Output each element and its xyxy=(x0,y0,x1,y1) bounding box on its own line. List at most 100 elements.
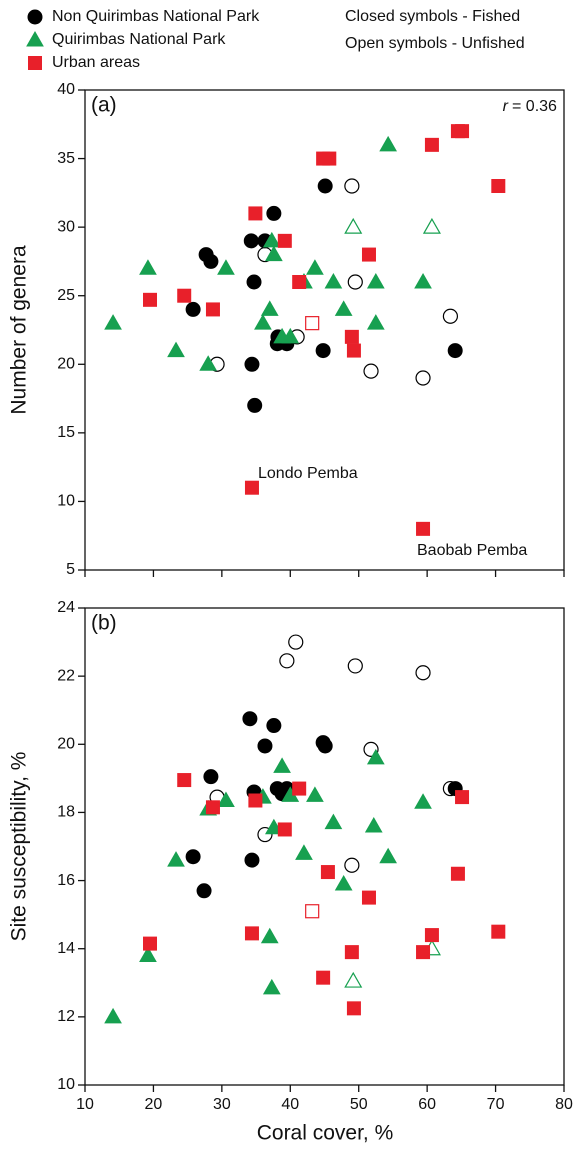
data-point xyxy=(347,274,363,290)
data-point xyxy=(344,329,359,344)
data-point xyxy=(277,822,292,837)
data-point xyxy=(491,179,506,193)
x-tick-label: 40 xyxy=(281,1096,299,1113)
x-axis-label: Coral cover, % xyxy=(257,1122,394,1145)
y-axis-label: Number of genera xyxy=(8,245,31,415)
data-point xyxy=(322,151,337,166)
data-point xyxy=(344,945,359,960)
y-axis-label: Site susceptibility, % xyxy=(8,752,31,942)
data-point xyxy=(257,738,273,754)
data-point xyxy=(455,124,470,139)
x-tick-label: 30 xyxy=(213,1096,231,1113)
data-point xyxy=(442,308,459,324)
data-point xyxy=(306,259,324,275)
data-point xyxy=(139,946,157,963)
y-tick-label: 18 xyxy=(57,804,75,821)
data-point xyxy=(361,247,376,262)
data-point xyxy=(346,343,361,358)
data-point xyxy=(217,791,235,808)
y-tick-label: 30 xyxy=(57,218,75,235)
data-point xyxy=(320,865,335,880)
data-point xyxy=(424,928,439,943)
data-point xyxy=(217,259,235,275)
data-point xyxy=(346,1001,361,1016)
data-point xyxy=(203,769,219,785)
data-point xyxy=(344,217,363,234)
legend-label: Urban areas xyxy=(52,54,140,71)
data-point xyxy=(266,718,282,734)
data-point xyxy=(185,849,201,865)
y-tick-label: 20 xyxy=(57,736,75,753)
x-tick-label: 50 xyxy=(350,1096,368,1113)
legend-label: Quirimbas National Park xyxy=(52,31,226,48)
y-tick-label: 14 xyxy=(57,940,75,957)
data-point xyxy=(447,343,463,359)
y-tick-label: 15 xyxy=(57,424,75,441)
data-point xyxy=(177,773,192,788)
data-point xyxy=(316,970,331,985)
y-tick-label: 20 xyxy=(57,356,75,373)
data-point xyxy=(260,300,279,316)
data-point xyxy=(260,927,279,944)
data-point xyxy=(455,790,470,805)
data-point xyxy=(366,314,385,330)
data-point xyxy=(246,274,262,290)
data-point xyxy=(363,363,379,379)
data-point xyxy=(422,217,441,234)
y-tick-label: 25 xyxy=(57,287,75,304)
y-tick-label: 35 xyxy=(57,150,75,167)
data-point xyxy=(315,343,331,359)
data-point xyxy=(305,316,320,331)
data-point xyxy=(344,971,363,988)
data-point xyxy=(292,781,307,796)
data-point xyxy=(248,793,263,808)
data-point xyxy=(450,866,465,881)
x-tick-label: 20 xyxy=(145,1096,163,1113)
data-point xyxy=(295,844,313,860)
data-point xyxy=(167,341,185,358)
data-point xyxy=(244,480,259,495)
data-point xyxy=(104,1007,122,1024)
stat-value: = 0.36 xyxy=(512,98,557,115)
data-point xyxy=(205,800,220,815)
legend-marker xyxy=(26,30,44,47)
data-point xyxy=(185,301,201,317)
data-point xyxy=(196,883,212,899)
data-point xyxy=(491,924,506,939)
data-point xyxy=(415,370,431,386)
data-point xyxy=(254,314,272,330)
data-point xyxy=(244,356,260,372)
data-point xyxy=(305,904,320,919)
data-point xyxy=(288,634,304,650)
data-point xyxy=(334,300,353,316)
data-point xyxy=(361,890,376,905)
data-point xyxy=(344,178,360,194)
legend-marker xyxy=(27,9,43,25)
data-point xyxy=(324,272,343,289)
data-point xyxy=(324,813,343,830)
x-tick-label: 10 xyxy=(76,1096,94,1113)
data-point xyxy=(306,786,324,802)
y-tick-label: 24 xyxy=(57,599,75,616)
data-point xyxy=(243,233,259,249)
data-point xyxy=(248,206,263,221)
data-point xyxy=(415,665,431,681)
data-point xyxy=(205,302,220,317)
data-point xyxy=(199,355,218,371)
data-point xyxy=(242,711,258,727)
data-point xyxy=(273,757,291,773)
annotation: Londo Pemba xyxy=(258,465,358,482)
data-point xyxy=(279,653,295,669)
data-point xyxy=(424,137,439,152)
stat-symbol: r xyxy=(503,98,509,115)
y-tick-label: 22 xyxy=(57,667,75,684)
data-point xyxy=(143,292,158,307)
data-point xyxy=(366,748,385,765)
data-point xyxy=(317,738,333,754)
data-point xyxy=(262,231,281,248)
data-point xyxy=(203,253,219,269)
data-point xyxy=(379,847,398,864)
data-point xyxy=(292,275,307,289)
data-point xyxy=(177,288,192,303)
